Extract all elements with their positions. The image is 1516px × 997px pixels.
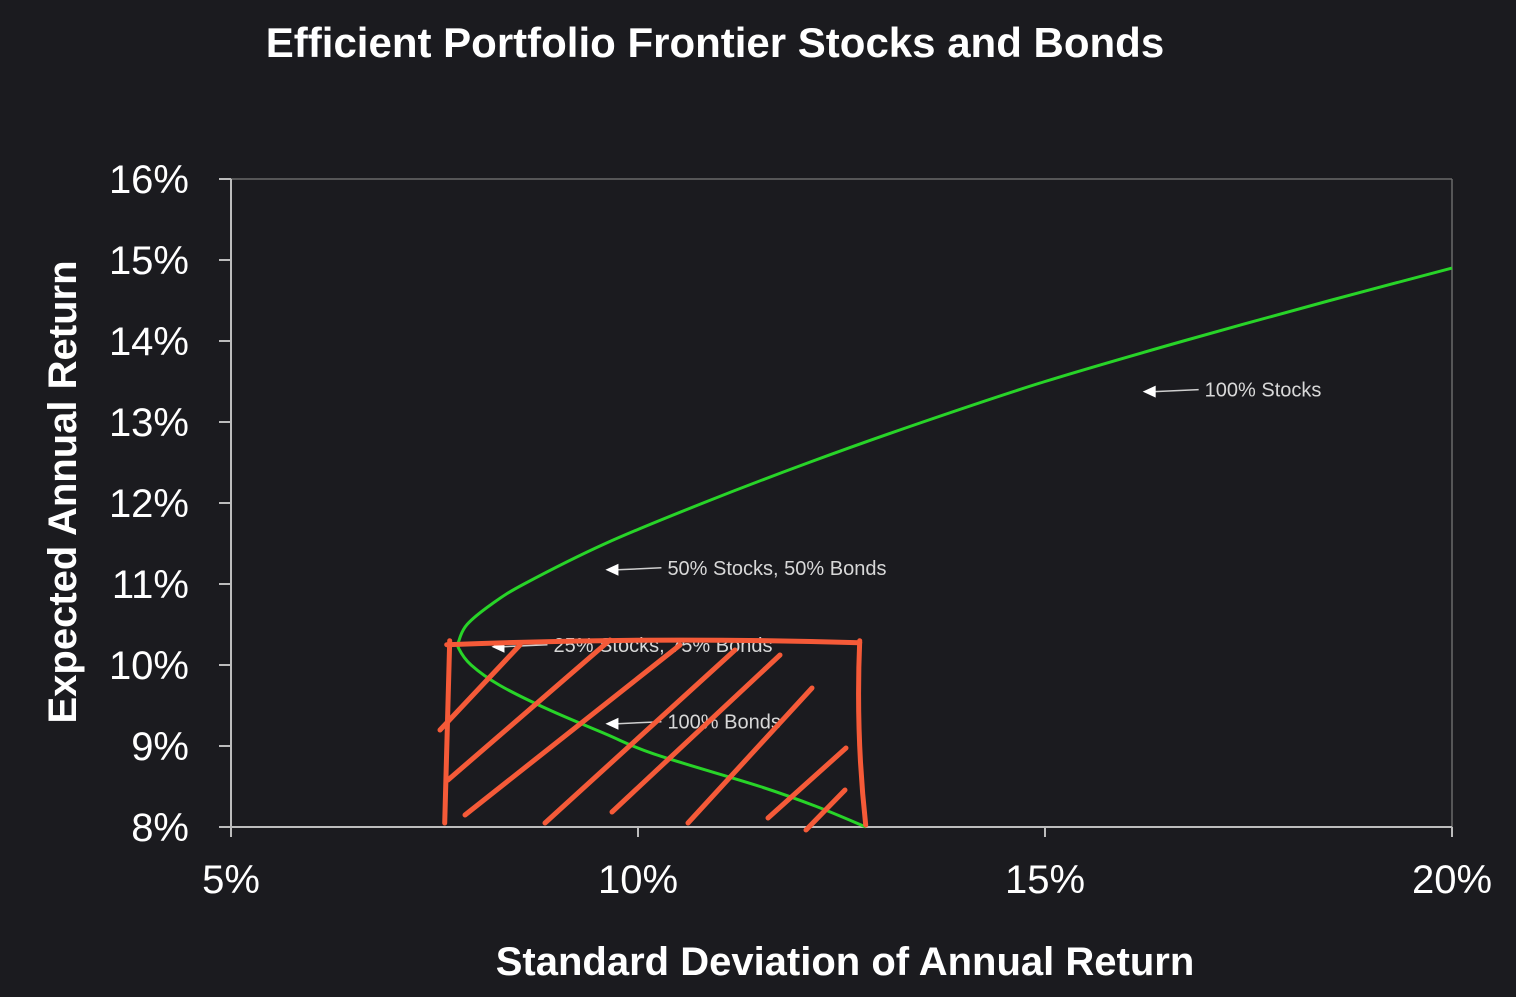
- chart-title: Efficient Portfolio Frontier Stocks and …: [266, 19, 1164, 66]
- plot-area: 16% 15% 14% 13% 12% 11% 10% 9% 8% 5% 10% 15% 20% 100%…: [109, 158, 1492, 902]
- annotation-arrowhead: [605, 563, 619, 576]
- highlight-hatch-line: [765, 745, 849, 821]
- highlight-hatch-line: [437, 642, 523, 733]
- y-tick-label: 10%: [109, 644, 189, 688]
- highlight-hatch-line: [445, 637, 613, 783]
- y-axis-title: Expected Annual Return: [41, 260, 85, 723]
- x-axis-title: Standard Deviation of Annual Return: [496, 940, 1195, 984]
- y-tick-label: 9%: [131, 725, 189, 769]
- y-tick-label: 16%: [109, 158, 189, 202]
- highlight-hatch-line: [462, 642, 683, 818]
- annotation-label: 100% Bonds: [667, 712, 780, 734]
- y-tick-label: 15%: [109, 239, 189, 283]
- annotation-label: 100% Stocks: [1205, 380, 1322, 402]
- x-tick-label: 15%: [1005, 858, 1085, 902]
- y-tick-label: 13%: [109, 401, 189, 445]
- highlight-hatch-line: [542, 647, 738, 826]
- annotation-arrow-line: [617, 567, 662, 571]
- highlight-hatch-line: [685, 685, 815, 826]
- x-tick-label: 5%: [202, 858, 260, 902]
- highlight-right-edge: [856, 638, 869, 828]
- annotation-arrowhead: [1142, 385, 1156, 398]
- y-tick-label: 8%: [131, 806, 189, 850]
- annotation-arrow-line: [1154, 388, 1199, 393]
- highlight-top-edge: [444, 637, 863, 648]
- highlight-hatch-line: [803, 787, 848, 833]
- frontier-curve: [456, 266, 1453, 829]
- x-tick-label: 10%: [598, 858, 678, 902]
- y-tick-label: 14%: [109, 320, 189, 364]
- highlight-left-edge: [442, 638, 453, 826]
- y-tick-label: 11%: [112, 563, 189, 607]
- annotation-label: 50% Stocks, 50% Bonds: [667, 558, 886, 580]
- highlight-hatch-line: [609, 652, 783, 815]
- annotation-arrowhead: [605, 717, 619, 730]
- y-tick-label: 12%: [109, 482, 189, 526]
- x-tick-label: 20%: [1412, 858, 1492, 902]
- annotation-arrow-line: [503, 644, 548, 648]
